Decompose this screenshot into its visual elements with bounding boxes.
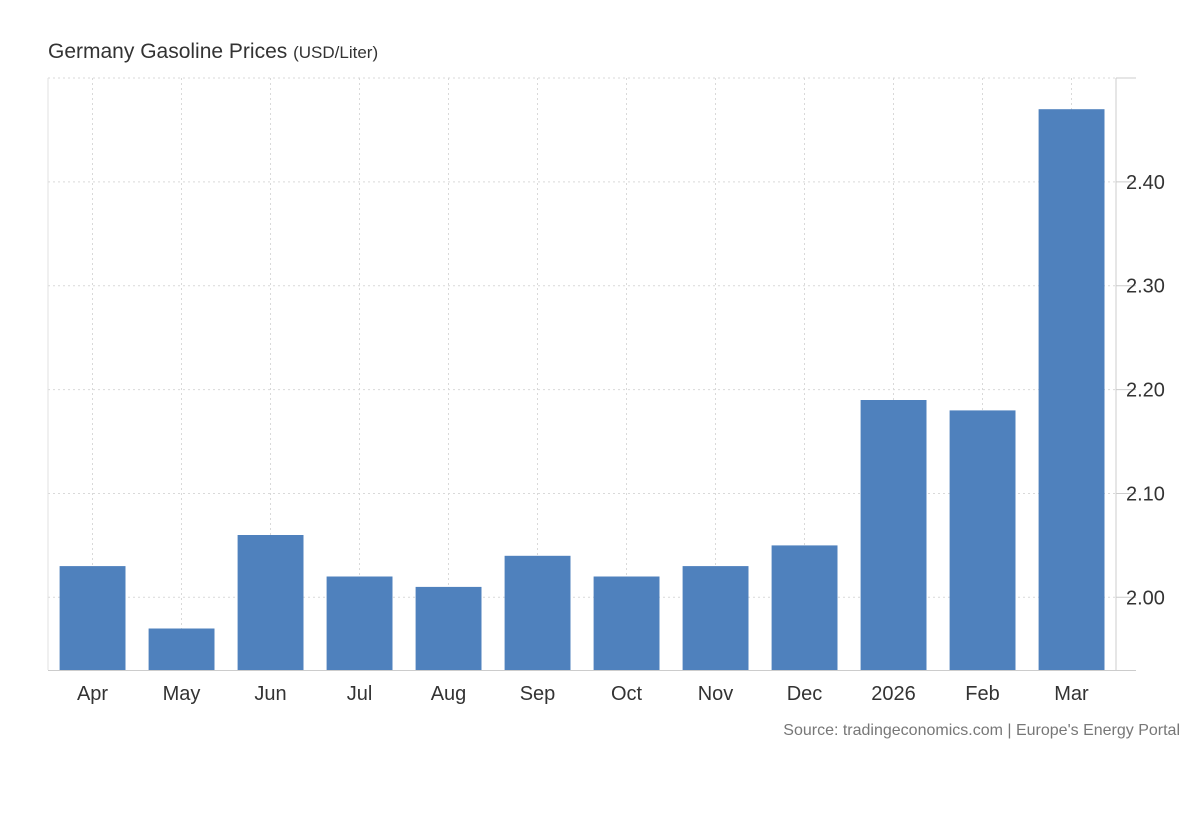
bar-apr: [59, 566, 126, 670]
chart-unit: (USD/Liter): [293, 43, 379, 62]
y-tick-label: 2.10: [1126, 483, 1165, 505]
x-tick-label: May: [163, 683, 201, 705]
tick-labels: 2.00 2.10 2.20 2.30 2.40 Apr May Jun Jul Aug Sep Oc…: [77, 172, 1165, 705]
bar-may: [148, 628, 215, 670]
grid-lines: [48, 77, 1116, 670]
x-tick-label: Aug: [431, 683, 467, 705]
bar-jun: [237, 535, 304, 670]
x-tick-label: Sep: [520, 683, 556, 705]
bar-oct: [593, 576, 660, 670]
y-tick-label: 2.30: [1126, 276, 1165, 298]
bar-series: [59, 109, 1105, 670]
bar-mar: [1038, 109, 1105, 670]
y-tick-label: 2.40: [1126, 172, 1165, 194]
bar-feb: [949, 410, 1016, 670]
axes: [47, 77, 1136, 671]
source-note: Source: tradingeconomics.com | Europe's …: [783, 722, 1180, 739]
bar-2026: [860, 400, 927, 670]
bar-aug: [415, 586, 482, 670]
chart-title: Germany Gasoline Prices (USD/Liter): [48, 40, 378, 64]
y-tick-label: 2.20: [1126, 380, 1165, 402]
y-tick-label: 2.00: [1126, 587, 1165, 609]
bar-jul: [326, 576, 393, 670]
x-tick-label: Jun: [254, 683, 286, 705]
bar-sep: [504, 555, 571, 670]
x-tick-label: Oct: [611, 683, 643, 705]
chart-title-text: Germany Gasoline Prices: [48, 40, 288, 63]
x-tick-label: Jul: [347, 683, 373, 705]
bar-nov: [682, 566, 749, 670]
bar-dec: [771, 545, 838, 670]
x-tick-label: Mar: [1054, 683, 1089, 705]
x-tick-label: Apr: [77, 683, 108, 705]
x-tick-label: Feb: [965, 683, 999, 705]
x-tick-label: 2026: [871, 683, 916, 705]
x-tick-label: Nov: [698, 683, 734, 705]
x-tick-label: Dec: [787, 683, 823, 705]
